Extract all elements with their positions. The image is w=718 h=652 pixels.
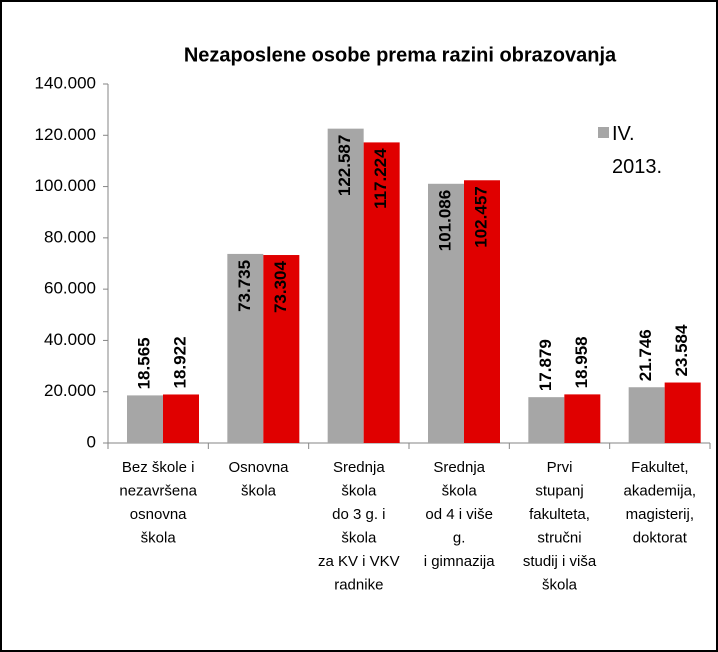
data-label: 122.587 xyxy=(335,135,354,196)
x-tick-label: Fakultet, xyxy=(631,459,689,476)
data-label: 117.224 xyxy=(371,148,390,209)
data-label: 18.958 xyxy=(572,336,591,388)
x-tick-label: Osnovna xyxy=(228,459,289,476)
data-label: 21.746 xyxy=(636,329,655,381)
bar xyxy=(163,394,199,443)
bar xyxy=(127,395,163,443)
data-label: 73.304 xyxy=(271,260,290,313)
legend-swatch xyxy=(598,127,609,138)
data-label: 18.922 xyxy=(170,336,189,388)
y-tick-label: 0 xyxy=(87,432,96,451)
bar xyxy=(428,183,464,443)
x-tick-label: nezavršena xyxy=(119,482,197,499)
x-tick-label: fakulteta, xyxy=(529,506,590,523)
legend-label-box: IV. 2013. xyxy=(612,123,663,178)
data-label: 23.584 xyxy=(672,324,691,377)
bar xyxy=(664,382,701,443)
x-tick-label: magisterij, xyxy=(626,506,694,523)
x-tick-label: do 3 g. i xyxy=(332,506,385,523)
x-tick-label: Srednja xyxy=(333,459,385,476)
x-tick-label: stupanj xyxy=(535,482,583,499)
data-label: 101.086 xyxy=(435,190,454,251)
x-tick-label: stručni xyxy=(537,529,581,546)
bar xyxy=(263,255,300,443)
x-tick-label: akademija, xyxy=(624,482,697,499)
data-label: 17.879 xyxy=(536,339,555,391)
x-tick-label: škola xyxy=(341,529,377,546)
chart-title: Nezaposlene osobe prema razini obrazovan… xyxy=(184,44,617,66)
bar xyxy=(564,394,601,443)
x-tick-label: Bez škole i xyxy=(122,459,195,476)
x-tick-label: radnike xyxy=(334,576,383,593)
bar xyxy=(628,387,665,443)
y-tick-label: 80.000 xyxy=(44,227,96,246)
x-tick-label: osnovna xyxy=(130,506,187,523)
x-tick-label: škola xyxy=(341,482,377,499)
y-tick-label: 120.000 xyxy=(35,125,96,144)
x-tick-label: Prvi xyxy=(547,459,573,476)
x-tick-label: škola xyxy=(241,482,277,499)
bar xyxy=(227,253,264,443)
bar xyxy=(464,180,500,443)
x-tick-label: Srednja xyxy=(433,459,485,476)
x-tick-label: za KV i VKV xyxy=(318,553,400,570)
x-tick-label: g. xyxy=(453,529,466,546)
y-tick-label: 60.000 xyxy=(44,279,96,298)
x-tick-label: doktorat xyxy=(633,529,688,546)
x-tick-label: i gimnazija xyxy=(424,553,496,570)
x-tick-label: škola xyxy=(542,576,578,593)
x-tick-label: škola xyxy=(442,482,478,499)
x-tick-label: od 4 i više xyxy=(425,506,493,523)
bar xyxy=(327,128,364,443)
data-label: 73.735 xyxy=(235,260,254,312)
y-tick-label: 140.000 xyxy=(35,73,96,92)
data-label: 102.457 xyxy=(471,186,490,247)
bar xyxy=(528,397,565,443)
y-tick-label: 40.000 xyxy=(44,330,96,349)
x-tick-label: studij i viša xyxy=(523,553,597,570)
bar xyxy=(363,142,400,443)
legend-label: IV. 2013. xyxy=(612,123,663,178)
y-tick-label: 20.000 xyxy=(44,381,96,400)
data-label: 18.565 xyxy=(134,337,153,389)
y-tick-label: 100.000 xyxy=(35,176,96,195)
x-tick-label: škola xyxy=(141,529,177,546)
